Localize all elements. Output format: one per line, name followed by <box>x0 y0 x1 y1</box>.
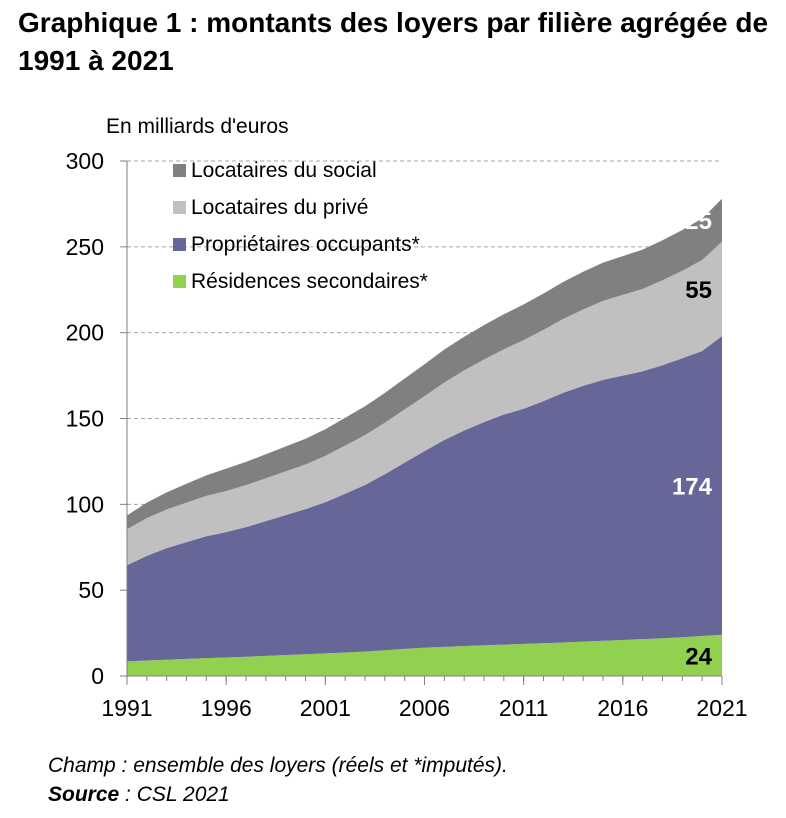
data-labels: 25 55 174 24 <box>672 208 713 670</box>
scope-note: Champ : ensemble des loyers (réels et *i… <box>48 754 508 777</box>
source-label: Source <box>48 783 120 806</box>
y-tick-label: 150 <box>66 406 104 432</box>
legend-swatch <box>173 164 186 177</box>
x-tick-label: 2001 <box>300 695 351 721</box>
data-label: 55 <box>685 277 712 304</box>
y-tick-label: 0 <box>91 663 104 689</box>
x-tick-label: 2021 <box>696 695 747 721</box>
legend-label: Propriétaires occupants* <box>191 233 420 256</box>
chart-title: Graphique 1 : montants des loyers par fi… <box>18 7 769 76</box>
area-2 <box>127 241 722 566</box>
legend-label: Locataires du privé <box>191 196 368 219</box>
y-tick-label: 250 <box>66 234 104 260</box>
data-label: 174 <box>672 473 713 500</box>
x-tick-label: 2011 <box>499 695 548 721</box>
data-label: 24 <box>685 643 712 670</box>
x-tick-label: 1996 <box>201 695 252 721</box>
source-note: Source : CSL 2021 <box>48 783 230 807</box>
data-label: 25 <box>685 208 712 235</box>
x-tick-label: 1991 <box>101 695 152 721</box>
legend-label: Résidences secondaires* <box>191 270 428 293</box>
area-0 <box>127 634 722 676</box>
source-text: : CSL 2021 <box>119 783 230 806</box>
axes: 0 50 100 150 200 250 300 1991 1996 2001 2006 2011 20… <box>66 148 748 721</box>
x-tick-label: 2016 <box>597 695 648 721</box>
y-axis-unit-label: En milliards d'euros <box>106 115 289 138</box>
area-1 <box>127 336 722 662</box>
y-tick-label: 300 <box>66 148 104 174</box>
y-tick-label: 50 <box>78 577 104 603</box>
x-tick-label: 2006 <box>399 695 450 721</box>
legend-swatch <box>173 238 186 251</box>
legend-label: Locataires du social <box>191 159 377 182</box>
legend-swatch <box>173 275 186 288</box>
legend-swatch <box>173 201 186 214</box>
y-tick-label: 100 <box>66 491 104 517</box>
stacked-area-chart: 0 50 100 150 200 250 300 1991 1996 2001 2006 2011 20… <box>66 148 748 721</box>
legend: Locataires du social Locataires du privé P… <box>173 159 428 293</box>
y-tick-label: 200 <box>66 320 104 346</box>
area-series <box>127 198 722 676</box>
area-3 <box>127 198 722 530</box>
